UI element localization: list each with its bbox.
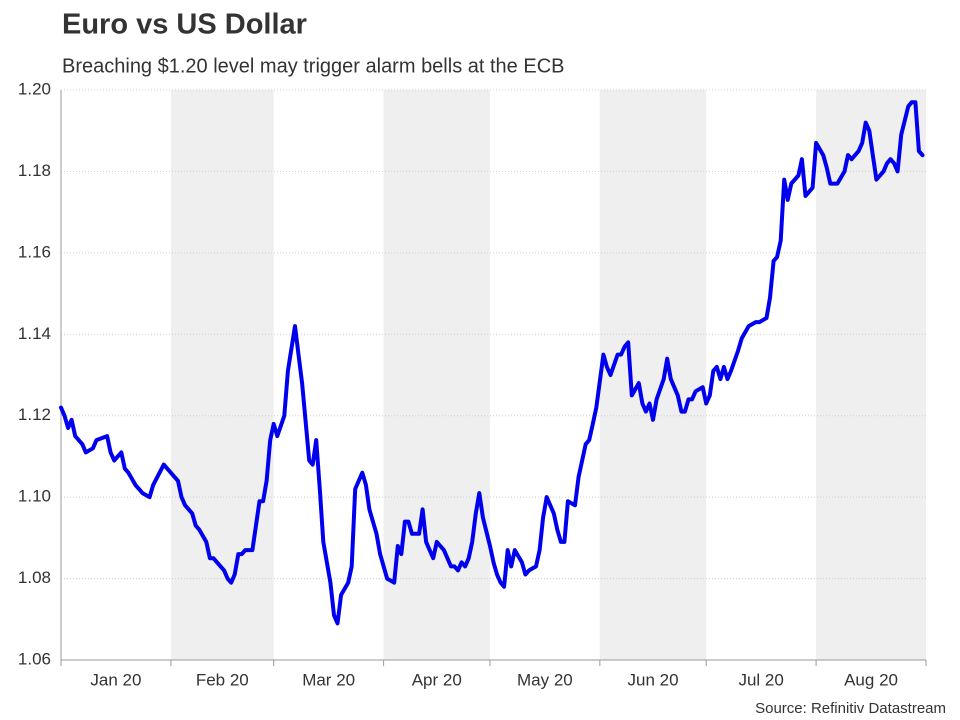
x-tick-label: May 20 [517,670,573,689]
x-tick-label: Jun 20 [628,670,679,689]
y-tick-label: 1.12 [18,405,51,424]
y-tick-label: 1.18 [18,161,51,180]
x-tick-label: Jan 20 [90,670,141,689]
x-tick-label: Aug 20 [844,670,898,689]
chart-title: Euro vs US Dollar [62,9,307,41]
y-tick-label: 1.16 [18,242,51,261]
x-tick-label: Apr 20 [412,670,462,689]
month-shade [816,90,926,660]
month-shade [170,90,274,660]
y-tick-label: 1.20 [18,79,51,98]
x-tick-label: Mar 20 [302,670,355,689]
x-tick-label: Jul 20 [738,670,783,689]
y-tick-label: 1.14 [18,324,51,343]
month-shade [383,90,490,660]
y-tick-label: 1.08 [18,568,51,587]
x-tick-label: Feb 20 [196,670,249,689]
y-tick-label: 1.06 [18,649,51,668]
y-tick-label: 1.10 [18,487,51,506]
month-shade [599,90,707,660]
chart-subtitle: Breaching $1.20 level may trigger alarm … [62,55,564,77]
price-line [59,100,925,626]
source-note: Source: Refinitiv Datastream [755,700,946,717]
